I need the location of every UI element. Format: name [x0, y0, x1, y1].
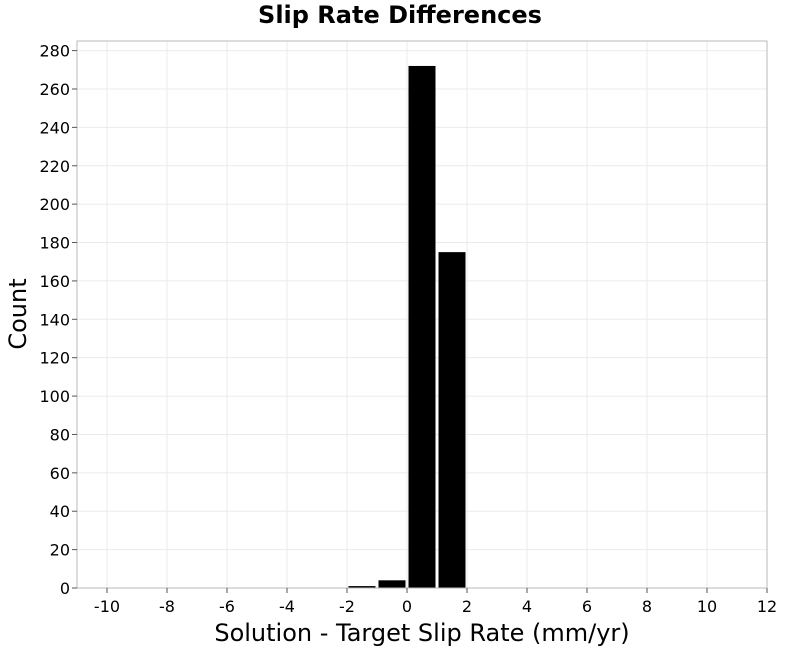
x-tick-label: 10	[697, 597, 717, 616]
y-tick-label: 40	[50, 502, 70, 521]
y-tick-label: 280	[39, 42, 70, 61]
y-axis-label: Count	[4, 278, 32, 349]
histogram-bar	[438, 252, 466, 588]
x-tick-label: -10	[94, 597, 120, 616]
y-tick-label: 100	[39, 387, 70, 406]
y-tick-label: 180	[39, 234, 70, 253]
y-tick-label: 60	[50, 464, 70, 483]
x-tick-label: 8	[642, 597, 652, 616]
y-tick-label: 80	[50, 425, 70, 444]
plot-frame	[76, 40, 768, 589]
x-tick-label: 12	[757, 597, 777, 616]
y-tick-label: 120	[39, 349, 70, 368]
y-tick-label: 240	[39, 118, 70, 137]
x-axis-label: Solution - Target Slip Rate (mm/yr)	[214, 619, 629, 647]
y-tick-label: 0	[60, 579, 70, 598]
y-tick-label: 200	[39, 195, 70, 214]
y-axis-ticks: 0 20 40 60 80 100 120 140 160 180 200 220 240 260 280	[39, 42, 77, 598]
chart-title: Slip Rate Differences	[258, 1, 542, 29]
x-tick-label: -2	[339, 597, 355, 616]
x-tick-label: -8	[159, 597, 175, 616]
y-tick-label: 160	[39, 272, 70, 291]
x-axis-ticks: -10 -8 -6 -4 -2 0 2 4 6 8 10 12	[94, 588, 777, 616]
x-tick-label: -6	[219, 597, 235, 616]
histogram-bar	[378, 580, 406, 588]
histogram-bar	[348, 586, 376, 588]
x-tick-label: -4	[279, 597, 295, 616]
x-tick-label: 2	[462, 597, 472, 616]
bars	[348, 65, 466, 589]
y-tick-label: 220	[39, 157, 70, 176]
histogram-bar	[408, 65, 436, 589]
y-tick-label: 20	[50, 541, 70, 560]
x-tick-label: 6	[582, 597, 592, 616]
y-tick-label: 140	[39, 310, 70, 329]
x-tick-label: 0	[402, 597, 412, 616]
x-tick-label: 4	[522, 597, 532, 616]
y-tick-label: 260	[39, 80, 70, 99]
